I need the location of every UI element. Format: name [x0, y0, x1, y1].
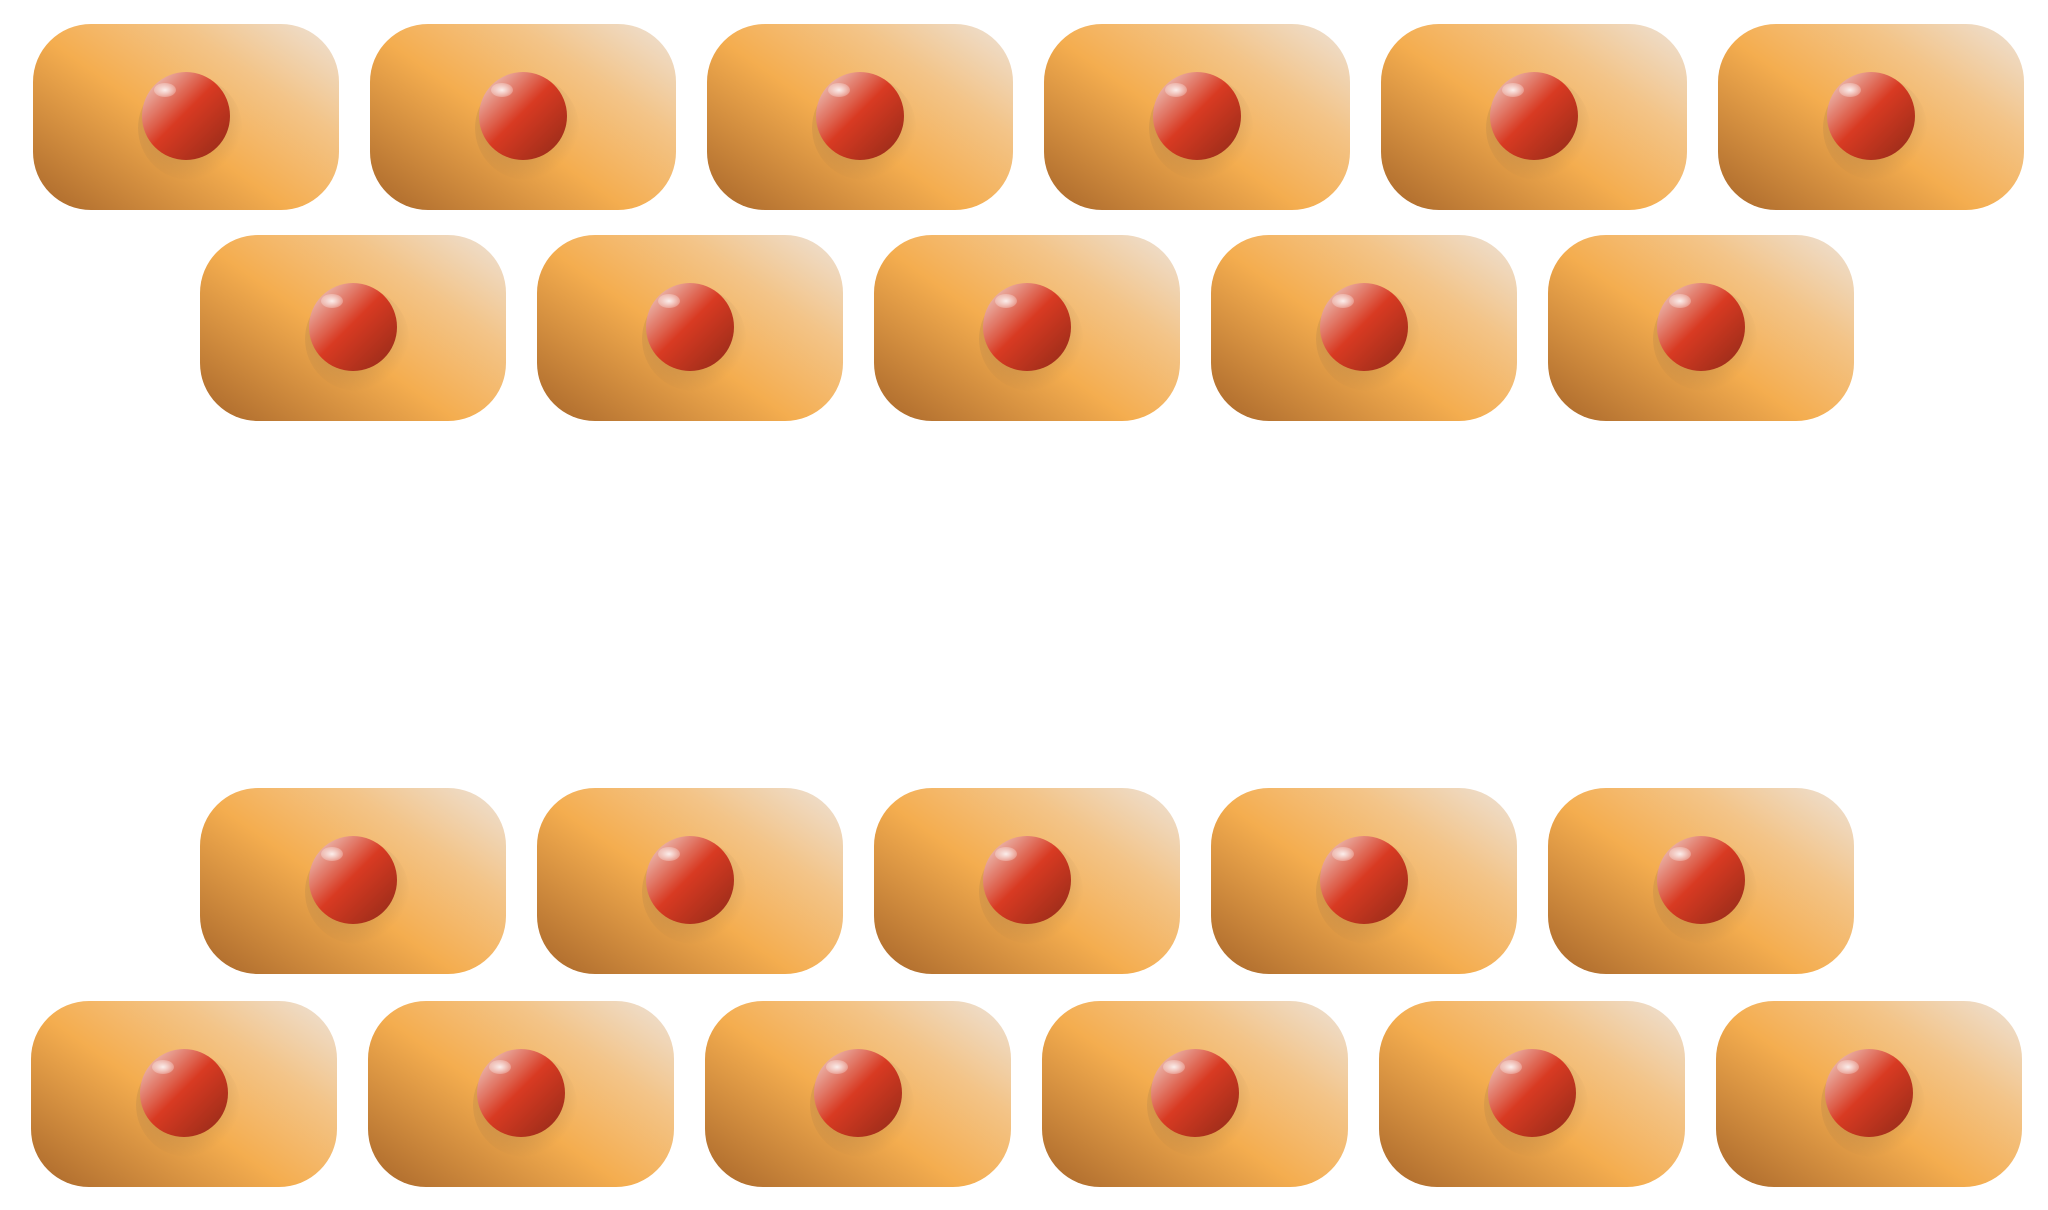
nucleus-icon: [1320, 283, 1408, 371]
nucleus-icon: [1825, 1049, 1913, 1137]
nucleus-icon: [1151, 1049, 1239, 1137]
nucleus-icon: [1490, 72, 1578, 160]
nucleus-icon: [1657, 836, 1745, 924]
cell: [705, 1001, 1011, 1187]
cell: [368, 1001, 674, 1187]
cell: [874, 235, 1180, 421]
nucleus-icon: [1827, 72, 1915, 160]
nucleus-icon: [646, 283, 734, 371]
cell: [1716, 1001, 2022, 1187]
cell: [874, 788, 1180, 974]
cell: [1379, 1001, 1685, 1187]
nucleus-icon: [477, 1049, 565, 1137]
nucleus-icon: [142, 72, 230, 160]
cell: [1381, 24, 1687, 210]
cell: [1548, 788, 1854, 974]
cell: [1211, 788, 1517, 974]
nucleus-icon: [816, 72, 904, 160]
nucleus-icon: [1657, 283, 1745, 371]
nucleus-icon: [814, 1049, 902, 1137]
cell: [1548, 235, 1854, 421]
cell: [537, 235, 843, 421]
cell: [1044, 24, 1350, 210]
nucleus-icon: [1153, 72, 1241, 160]
cell: [1042, 1001, 1348, 1187]
cell: [370, 24, 676, 210]
nucleus-icon: [646, 836, 734, 924]
cell: [200, 235, 506, 421]
nucleus-icon: [140, 1049, 228, 1137]
nucleus-icon: [1320, 836, 1408, 924]
cell: [33, 24, 339, 210]
cell: [1211, 235, 1517, 421]
nucleus-icon: [983, 283, 1071, 371]
cell: [31, 1001, 337, 1187]
nucleus-icon: [983, 836, 1071, 924]
cell: [200, 788, 506, 974]
cell: [537, 788, 843, 974]
cell: [1718, 24, 2024, 210]
nucleus-icon: [479, 72, 567, 160]
nucleus-icon: [1488, 1049, 1576, 1137]
nucleus-icon: [309, 283, 397, 371]
cell: [707, 24, 1013, 210]
nucleus-icon: [309, 836, 397, 924]
